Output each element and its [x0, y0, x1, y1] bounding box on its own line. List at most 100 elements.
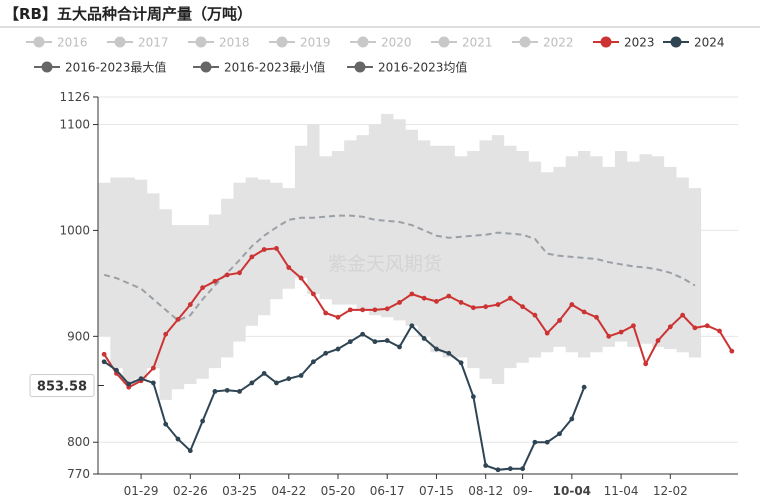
y-tick-label: 1000: [59, 223, 90, 237]
series-2023-point: [544, 330, 550, 336]
series-2024-point: [397, 344, 402, 350]
legend-item-2020: 2020: [381, 36, 412, 50]
series-2024-point: [138, 376, 144, 382]
legend-item-2021: 2021: [462, 36, 493, 50]
series-2024-point: [384, 338, 390, 343]
series-2024-point: [532, 439, 538, 445]
series-2024-point: [495, 467, 501, 473]
y-tick-label: 770: [67, 467, 90, 481]
series-2024-point: [237, 388, 242, 394]
series-2023-point: [643, 361, 649, 367]
series-2024-point: [581, 384, 587, 390]
series-2024-line: [103, 324, 586, 471]
legend-marker-dot: [200, 61, 212, 73]
max-min-band: [98, 113, 702, 400]
chart-title: 【RB】五大品种合计周产量（万吨）: [4, 5, 252, 23]
series-2023-point: [667, 324, 673, 330]
legend-marker-dot: [195, 36, 207, 48]
series-2024-point: [421, 336, 427, 341]
series-2023-point: [175, 316, 181, 322]
y-tick-label: 1126: [59, 90, 90, 104]
legend-marker-dot: [670, 36, 682, 48]
series-2024-point: [544, 439, 550, 445]
x-tick-label: 02-26: [173, 484, 208, 498]
series-2023-point: [310, 291, 316, 297]
series-2023-point: [286, 265, 292, 270]
series-2023-point: [212, 278, 218, 284]
series-2023-point: [163, 331, 169, 337]
y-tick-label: 800: [67, 435, 90, 449]
series-2024-point: [286, 376, 292, 382]
series-2023-point: [594, 314, 599, 320]
legend-item-2016-2023最小值: 2016-2023最小值: [224, 60, 325, 75]
legend-item-2016-2023最大值: 2016-2023最大值: [65, 60, 166, 75]
series-2024-point: [187, 448, 193, 454]
series-2024-point: [557, 431, 562, 437]
series-2023-point: [274, 246, 279, 251]
legend-item-2022: 2022: [543, 36, 574, 50]
series-2023-point: [704, 323, 710, 329]
series-2024-point: [458, 360, 464, 366]
y-tick-label: 1100: [59, 118, 90, 132]
series-2023-point: [237, 270, 242, 276]
legend-item-2024: 2024: [694, 36, 725, 50]
series-2024-point: [569, 416, 575, 422]
legend-marker-dot: [438, 36, 450, 48]
x-tick-label: 07-15: [419, 484, 454, 498]
series-2023-point: [630, 323, 636, 329]
legend-marker-dot: [114, 36, 126, 48]
series-2024-point: [101, 359, 107, 365]
series-2023-point: [692, 325, 698, 331]
series-2024-point: [224, 387, 230, 393]
series-2024-point: [212, 388, 218, 394]
x-tick-label: 12-02: [653, 484, 688, 498]
series-2024-point: [126, 381, 132, 387]
series-2024-point: [335, 346, 341, 352]
legend-marker-dot: [276, 36, 288, 48]
series-2024-point: [483, 463, 489, 468]
series-2023-point: [335, 314, 341, 320]
series-2024-point: [470, 394, 476, 400]
series-2023-point: [397, 300, 402, 305]
series-2024-point: [274, 380, 279, 386]
series-2024-point: [347, 339, 353, 345]
series-2024-point: [520, 466, 526, 472]
x-tick-label: 10-04: [553, 484, 591, 498]
series-2023-point: [323, 310, 329, 316]
series-2024-point: [507, 466, 513, 472]
x-tick-label: 03-25: [222, 484, 257, 498]
legend-item-2023: 2023: [624, 36, 655, 50]
x-tick-label: 01-29: [124, 484, 159, 498]
series-2023-point: [249, 254, 255, 260]
series-2023-point: [409, 291, 415, 297]
series-2024-point: [434, 346, 439, 352]
series-2023-point: [150, 365, 156, 371]
legend-marker-dot: [41, 61, 53, 73]
x-tick-label: 05-20: [321, 484, 356, 498]
x-tick-label: 11-04: [604, 484, 639, 498]
legend-marker-dot: [33, 36, 45, 48]
series-2023-point: [557, 318, 562, 323]
series-2024-point: [163, 421, 169, 427]
series-2023-point: [581, 309, 587, 315]
x-tick-label: 06-17: [370, 484, 405, 498]
pointer-label-box: [29, 373, 95, 397]
series-2024-point: [175, 436, 181, 442]
legend-marker-dot: [354, 61, 366, 73]
legend-item-2016: 2016: [57, 36, 88, 50]
watermark: 紫金天风期货: [328, 253, 442, 275]
series-2023-point: [618, 329, 624, 335]
series-2023-point: [101, 351, 107, 357]
series-2023-point: [446, 293, 452, 299]
series-2023-point: [261, 247, 267, 252]
series-2023-point: [200, 285, 206, 291]
series-2023-point: [434, 298, 439, 304]
legend-item-2019: 2019: [300, 36, 331, 50]
series-2024-point: [261, 370, 267, 376]
series-2023-point: [569, 302, 575, 307]
series-2023-point: [372, 307, 378, 313]
legend-marker-dot: [519, 36, 531, 48]
legend-marker-dot: [600, 36, 612, 48]
series-2023-point: [224, 272, 230, 278]
